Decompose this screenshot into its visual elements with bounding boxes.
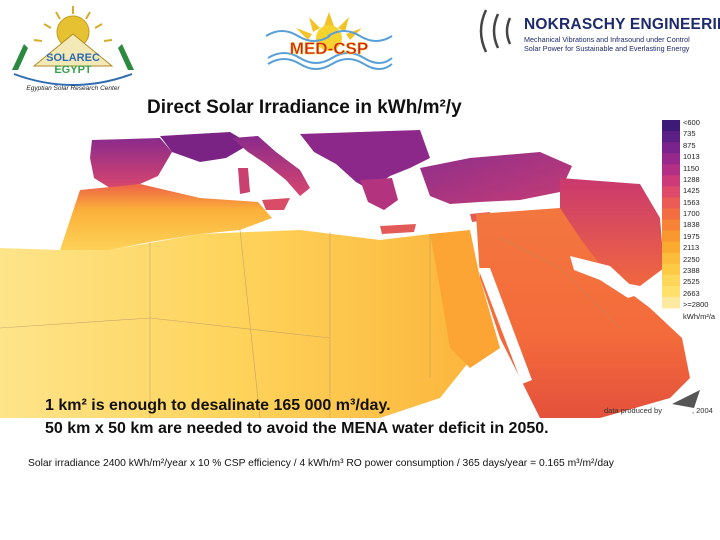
sound-wave-icon bbox=[479, 9, 512, 53]
credit-label: data produced by , 2004 bbox=[604, 406, 713, 415]
legend-label: 2525 bbox=[683, 277, 700, 287]
crete-region bbox=[380, 224, 416, 234]
legend-swatch bbox=[662, 208, 680, 221]
legend-label: 1288 bbox=[683, 174, 700, 184]
solarec-ring bbox=[13, 73, 133, 86]
palm-leaves-right bbox=[118, 44, 134, 70]
red-sea bbox=[478, 268, 532, 384]
legend-label: 2388 bbox=[683, 265, 700, 275]
greece-region bbox=[360, 178, 398, 210]
maghreb-region bbox=[60, 184, 272, 258]
legend-label: <600 bbox=[683, 118, 700, 127]
legend-swatch bbox=[662, 296, 680, 309]
sicily-region bbox=[262, 198, 290, 210]
legend-swatch bbox=[662, 230, 680, 243]
legend-label: 2663 bbox=[683, 288, 700, 298]
legend-swatch bbox=[662, 164, 680, 176]
waves-icon bbox=[265, 30, 393, 70]
nokraschy-name: NOKRASCHY ENGINEERING bbox=[524, 16, 720, 33]
palm-leaves-left bbox=[12, 44, 28, 70]
solarec-tagline: Egyptian Solar Research Center bbox=[26, 85, 120, 92]
pyramid-icon bbox=[32, 33, 114, 67]
legend-swatch bbox=[662, 175, 680, 187]
legend bbox=[662, 120, 680, 309]
solarec-country: EGYPT bbox=[54, 64, 92, 76]
legend-label: 875 bbox=[683, 140, 696, 150]
legend-label: 2113 bbox=[683, 243, 700, 253]
legend-label: 1838 bbox=[683, 220, 700, 230]
message-line-1: 1 km² is enough to desalinate 165 000 m³… bbox=[45, 397, 391, 414]
legend-swatch bbox=[662, 274, 680, 287]
legend-label: 1150 bbox=[683, 163, 700, 173]
legend-swatch bbox=[662, 142, 680, 154]
legend-swatch bbox=[662, 197, 680, 209]
medcsp-name: MED-CSP bbox=[290, 39, 368, 58]
nokraschy-logo-mark bbox=[479, 9, 512, 53]
legend-label: 1563 bbox=[683, 197, 700, 207]
arabia-region bbox=[476, 208, 690, 418]
italy-region bbox=[232, 136, 310, 196]
iberia-region bbox=[90, 138, 172, 188]
legend-swatch bbox=[662, 186, 680, 198]
map-title: Direct Solar Irradiance in kWh/m²/y bbox=[147, 97, 462, 118]
persian-gulf bbox=[570, 256, 640, 298]
solarec-logo: SOLAREC EGYPT Egyptian Solar Research Ce… bbox=[12, 6, 134, 92]
credit-text: data produced by bbox=[604, 406, 662, 415]
legend-swatch bbox=[662, 120, 680, 132]
medcsp-sun-rays bbox=[296, 12, 362, 40]
legend-swatch bbox=[662, 153, 680, 165]
sardinia-region bbox=[238, 168, 250, 194]
legend-swatch bbox=[662, 131, 680, 143]
legend-swatch bbox=[662, 263, 680, 276]
france-region bbox=[160, 132, 250, 162]
nokraschy-subtitle-2: Solar Power for Sustainable and Everlast… bbox=[524, 44, 690, 53]
egypt-nile-region bbox=[430, 230, 500, 368]
irradiance-map bbox=[0, 120, 700, 418]
credit-year: , 2004 bbox=[691, 406, 713, 415]
dlr-logo-icon bbox=[672, 390, 700, 408]
sahara-region bbox=[0, 230, 480, 418]
legend-swatch bbox=[662, 241, 680, 254]
legend-label: 1013 bbox=[683, 152, 700, 162]
legend-label: 2250 bbox=[683, 254, 700, 264]
legend-label: 735 bbox=[683, 129, 696, 139]
nokraschy-subtitle-1: Mechanical Vibrations and Infrasound und… bbox=[524, 35, 690, 44]
legend-swatch bbox=[662, 219, 680, 232]
legend-label: 1975 bbox=[683, 231, 700, 241]
legend-swatch bbox=[662, 252, 680, 265]
europe-region bbox=[90, 130, 430, 234]
sun-rays bbox=[33, 6, 113, 42]
solarec-name: SOLAREC bbox=[46, 52, 100, 64]
legend-swatch bbox=[662, 285, 680, 298]
legend-label: 1700 bbox=[683, 209, 700, 218]
legend-unit: kWh/m²/a bbox=[683, 312, 716, 321]
turkey-region bbox=[420, 152, 572, 204]
balkans-region bbox=[300, 130, 430, 190]
message-line-2: 50 km x 50 km are needed to avoid the ME… bbox=[45, 420, 549, 437]
medcsp-logo: MED-CSP bbox=[265, 12, 393, 70]
legend-label: >=2800 bbox=[683, 300, 709, 309]
legend-label: 1425 bbox=[683, 186, 700, 196]
footnote: Solar irradiance 2400 kWh/m²/year x 10 %… bbox=[28, 458, 614, 469]
country-borders bbox=[0, 229, 621, 418]
